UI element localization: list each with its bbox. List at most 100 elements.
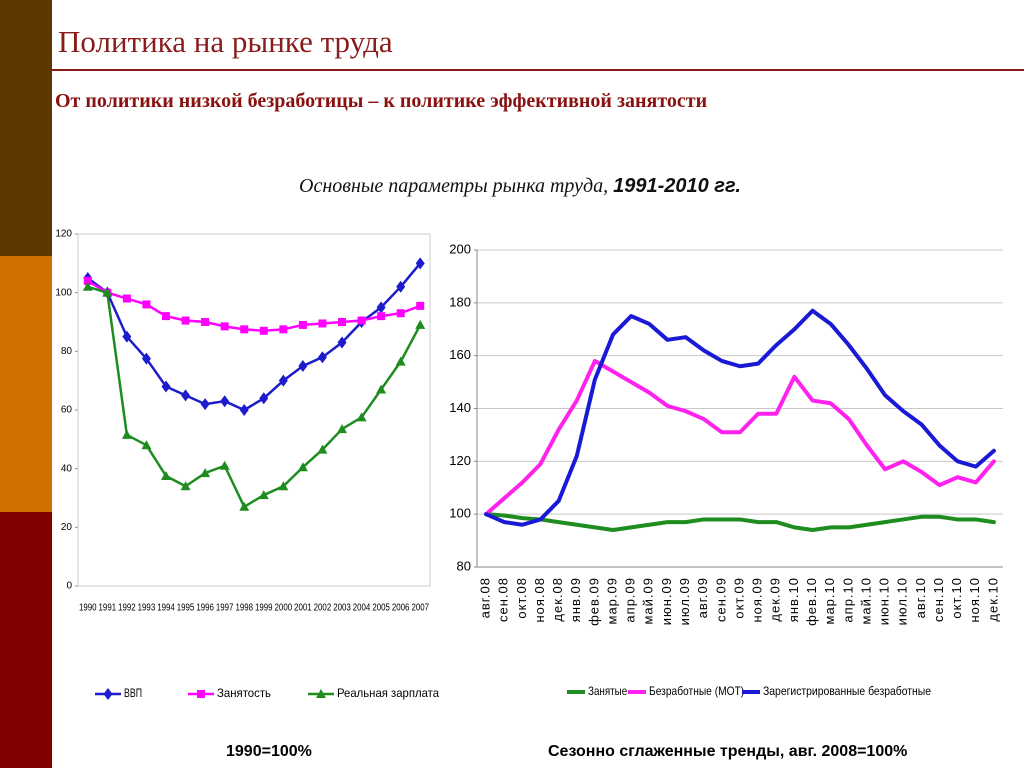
marker <box>83 276 92 285</box>
marker <box>377 312 386 321</box>
marker <box>356 412 367 422</box>
x-tick-label: окт.08 <box>514 577 529 619</box>
x-tick-label: янв.10 <box>786 577 801 622</box>
marker <box>82 281 93 291</box>
marker <box>258 490 269 500</box>
x-tick-label: июл.09 <box>677 577 692 625</box>
y-tick-label: 100 <box>55 287 72 298</box>
legend-label: Реальная зарплата <box>337 686 439 700</box>
marker <box>181 316 190 325</box>
y-tick-label: 160 <box>449 347 471 362</box>
legend-label: Занятые <box>588 684 627 698</box>
y-tick-label: 80 <box>457 558 471 573</box>
series-line <box>484 512 996 533</box>
side-bar <box>0 0 52 256</box>
slide-title: Политика на рынке труда <box>58 24 393 59</box>
x-tick-label: 1996 <box>196 603 214 614</box>
x-tick-label: дек.09 <box>768 577 783 622</box>
marker <box>317 351 327 364</box>
x-tick-label: 1993 <box>138 603 156 614</box>
series-line <box>484 308 996 527</box>
marker <box>180 481 191 491</box>
x-tick-label: май.09 <box>641 577 656 625</box>
x-tick-label: авг.10 <box>913 577 928 618</box>
legend-label: Зарегистрированные безработные <box>763 684 931 698</box>
x-tick-label: дек.10 <box>985 577 1000 622</box>
y-tick-label: 40 <box>61 463 73 474</box>
x-tick-label: дек.08 <box>550 577 565 622</box>
heading: Основные параметры рынка труда, 1991-201… <box>299 175 741 197</box>
marker <box>298 320 307 329</box>
x-tick-label: 1998 <box>235 603 253 614</box>
x-tick-label: янв.09 <box>568 577 583 622</box>
marker <box>357 316 366 325</box>
legend-marker <box>103 688 113 700</box>
x-tick-label: июн.09 <box>659 577 674 625</box>
marker <box>298 360 308 372</box>
marker <box>259 392 269 405</box>
y-tick-label: 140 <box>449 400 471 415</box>
x-tick-label: мар.09 <box>604 577 619 624</box>
x-tick-label: ноя.08 <box>532 577 547 623</box>
x-tick-label: 1999 <box>255 603 273 614</box>
subtitle: От политики низкой безработицы – к полит… <box>55 90 707 112</box>
x-tick-label: окт.10 <box>949 577 964 619</box>
x-tick-label: 1997 <box>216 603 234 614</box>
marker <box>161 471 171 480</box>
marker <box>122 294 131 303</box>
legend-label: ВВП <box>124 686 142 700</box>
side-bar <box>0 512 52 768</box>
marker <box>278 374 288 387</box>
marker <box>240 325 249 334</box>
marker <box>279 325 288 334</box>
marker <box>338 318 346 326</box>
marker <box>376 384 387 394</box>
marker <box>259 326 268 335</box>
marker <box>396 280 406 293</box>
x-tick-label: 1992 <box>118 603 136 614</box>
x-tick-label: апр.09 <box>623 577 638 623</box>
side-bar <box>0 256 52 512</box>
x-tick-label: авг.08 <box>478 577 493 618</box>
y-tick-label: 200 <box>449 241 471 256</box>
y-tick-label: 20 <box>61 522 73 533</box>
marker <box>142 300 151 309</box>
footnote: 1990=100% <box>226 743 312 760</box>
series-line <box>86 262 422 412</box>
x-tick-label: 2002 <box>314 603 332 614</box>
marker <box>200 468 211 478</box>
x-tick-label: окт.09 <box>731 577 746 619</box>
marker <box>396 309 405 318</box>
plot-frame <box>77 233 431 587</box>
x-tick-label: 2001 <box>294 603 312 614</box>
marker <box>141 440 152 450</box>
marker <box>337 424 347 434</box>
x-tick-label: июл.10 <box>895 577 910 625</box>
marker <box>337 336 347 349</box>
marker <box>376 301 386 314</box>
legend-marker <box>316 689 326 698</box>
x-tick-label: сен.08 <box>496 577 511 622</box>
marker <box>162 312 170 321</box>
y-tick-label: 120 <box>55 229 72 240</box>
series-line <box>484 358 996 517</box>
legend-label: Безработные (МОТ) <box>649 684 744 698</box>
series-line <box>86 285 422 509</box>
x-tick-label: май.10 <box>858 577 873 625</box>
marker <box>416 301 425 310</box>
marker <box>201 318 210 326</box>
x-tick-label: мар.10 <box>822 577 837 624</box>
x-tick-label: 2000 <box>275 603 293 614</box>
x-tick-label: 1995 <box>177 603 195 614</box>
x-tick-label: ноя.09 <box>750 577 765 623</box>
series-line <box>86 279 422 333</box>
x-tick-label: 2006 <box>392 603 410 614</box>
x-tick-label: фев.09 <box>586 577 601 626</box>
marker <box>102 287 113 297</box>
marker <box>122 330 132 343</box>
marker <box>318 319 327 328</box>
legend-label: Занятость <box>217 686 271 700</box>
heading-years: 1991-2010 гг. <box>613 175 741 197</box>
x-tick-label: фев.10 <box>804 577 819 626</box>
marker <box>141 352 151 365</box>
